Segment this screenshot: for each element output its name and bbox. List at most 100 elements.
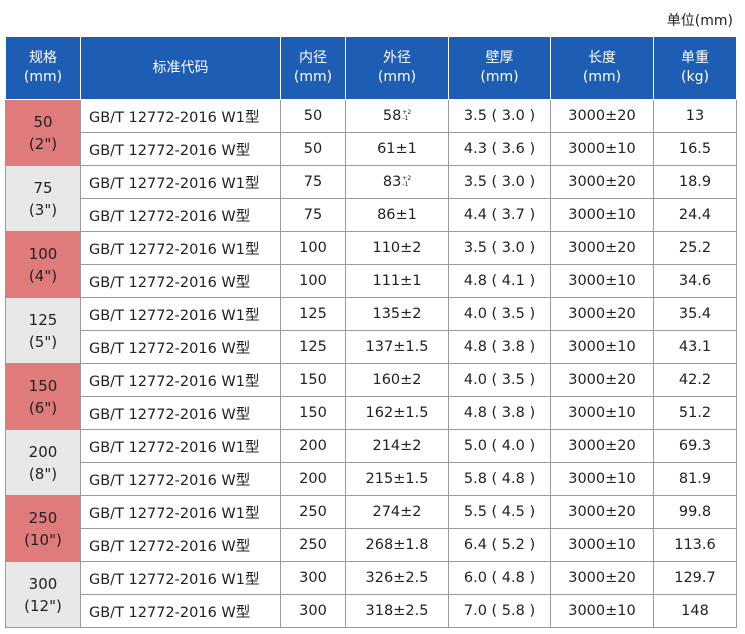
inner-diameter: 100 (280, 264, 346, 298)
standard-code: GB/T 12772-2016 W1型 (80, 363, 281, 397)
table-row: GB/T 12772-2016 W型 200 215±1.5 5.8 ( 4.8 ) 3… (6, 462, 737, 496)
length: 3000±20 (550, 561, 654, 595)
table-row: GB/T 12772-2016 W型 100 111±1 4.8 ( 4.1 ) 300… (6, 264, 737, 298)
header-text: (mm) (377, 69, 417, 85)
header-text: (mm) (582, 69, 622, 85)
outer-diameter: 83 +2 -1 (345, 165, 449, 199)
header-row: 规格 (mm) 标准代码 内径 (mm) 外径 (mm) 壁厚 (mm) 长度 (mm) 单重 (kg) (5, 36, 737, 100)
header-cell: 外径 (mm) (345, 36, 449, 100)
unit-weight: 34.6 (653, 264, 737, 298)
standard-code: GB/T 12772-2016 W1型 (80, 429, 281, 463)
length: 3000±20 (550, 363, 654, 397)
wall-thickness: 4.0 ( 3.5 ) (448, 297, 551, 331)
wall-thickness: 4.3 ( 3.6 ) (448, 132, 551, 166)
spec-table: 规格 (mm) 标准代码 内径 (mm) 外径 (mm) 壁厚 (mm) 长度 (mm) 单重 (kg)… (5, 36, 737, 628)
outer-diameter: 160±2 (345, 363, 449, 397)
length: 3000±20 (550, 297, 654, 331)
wall-thickness: 6.4 ( 5.2 ) (448, 528, 551, 562)
standard-code: GB/T 12772-2016 W型 (80, 528, 281, 562)
spec-inch: (8") (28, 464, 58, 483)
length: 3000±20 (550, 231, 654, 265)
tolerance-lower: -1 (402, 181, 409, 188)
inner-diameter: 125 (280, 330, 346, 364)
standard-code: GB/T 12772-2016 W1型 (80, 297, 281, 331)
inner-diameter: 150 (280, 363, 346, 397)
header-text: 外径 (383, 50, 411, 66)
spec-inch: (2") (28, 134, 58, 153)
spec-size: 300 (28, 574, 58, 593)
table-row: GB/T 12772-2016 W型 150 162±1.5 4.8 ( 3.8 ) 3… (6, 396, 737, 430)
unit-weight: 35.4 (653, 297, 737, 331)
wall-thickness: 4.8 ( 4.1 ) (448, 264, 551, 298)
table-row: GB/T 12772-2016 W型 300 318±2.5 7.0 ( 5.8 ) 3… (6, 594, 737, 628)
outer-diameter: 137±1.5 (345, 330, 449, 364)
header-text: (mm) (23, 69, 63, 85)
standard-code: GB/T 12772-2016 W1型 (80, 495, 281, 529)
inner-diameter: 125 (280, 297, 346, 331)
standard-code: GB/T 12772-2016 W型 (80, 330, 281, 364)
inner-diameter: 50 (280, 132, 346, 166)
spec-inch: (3") (28, 200, 58, 219)
wall-thickness: 6.0 ( 4.8 ) (448, 561, 551, 595)
outer-diameter: 214±2 (345, 429, 449, 463)
unit-weight: 113.6 (653, 528, 737, 562)
length: 3000±10 (550, 198, 654, 232)
spec-inch: (10") (24, 530, 62, 549)
spec-size: 250 (28, 508, 58, 527)
unit-weight: 69.3 (653, 429, 737, 463)
inner-diameter: 150 (280, 396, 346, 430)
value: 58 (382, 108, 402, 124)
outer-diameter: 110±2 (345, 231, 449, 265)
unit-note: 单位(mm) (666, 13, 733, 29)
spec-cell: 300 (12") (5, 561, 81, 628)
spec-size: 125 (28, 310, 58, 329)
table-row: 150 (6") GB/T 12772-2016 W1型 150 160±2 4.0 ( … (5, 363, 737, 430)
header-text: 标准代码 (152, 59, 209, 76)
table-row: 300 (12") GB/T 12772-2016 W1型 300 326±2.5 6.0… (5, 561, 737, 628)
unit-weight: 148 (653, 594, 737, 628)
standard-code: GB/T 12772-2016 W1型 (80, 231, 281, 265)
inner-diameter: 50 (280, 99, 346, 133)
table-row: 200 (8") GB/T 12772-2016 W1型 200 214±2 5.0 ( … (5, 429, 737, 496)
table-row: 75 (3") GB/T 12772-2016 W1型 75 83 +2 -1 3.5 ( 3… (5, 165, 737, 232)
inner-diameter: 75 (280, 198, 346, 232)
inner-diameter: 250 (280, 528, 346, 562)
spec-size: 150 (28, 376, 58, 395)
spec-cell: 100 (4") (5, 231, 81, 298)
spec-inch: (4") (28, 266, 58, 285)
length: 3000±20 (550, 495, 654, 529)
wall-thickness: 5.5 ( 4.5 ) (448, 495, 551, 529)
spec-cell: 50 (2") (5, 99, 81, 166)
unit-weight: 51.2 (653, 396, 737, 430)
unit-weight: 13 (653, 99, 737, 133)
unit-weight: 16.5 (653, 132, 737, 166)
spec-size: 200 (28, 442, 58, 461)
spec-inch: (5") (28, 332, 58, 351)
value: 83 (382, 174, 402, 190)
inner-diameter: 100 (280, 231, 346, 265)
length: 3000±10 (550, 132, 654, 166)
outer-diameter: 135±2 (345, 297, 449, 331)
table-row: GB/T 12772-2016 W型 75 86±1 4.4 ( 3.7 ) 3000±… (6, 198, 737, 232)
outer-diameter: 215±1.5 (345, 462, 449, 496)
unit-weight: 43.1 (653, 330, 737, 364)
tolerance-upper: +2 (402, 175, 412, 182)
wall-thickness: 3.5 ( 3.0 ) (448, 231, 551, 265)
unit-weight: 25.2 (653, 231, 737, 265)
length: 3000±10 (550, 528, 654, 562)
unit-weight: 42.2 (653, 363, 737, 397)
spec-cell: 125 (5") (5, 297, 81, 364)
header-text: 单重 (681, 50, 709, 66)
outer-diameter: 326±2.5 (345, 561, 449, 595)
spec-inch: (12") (24, 596, 62, 615)
wall-thickness: 4.8 ( 3.8 ) (448, 396, 551, 430)
table-row: 100 (4") GB/T 12772-2016 W1型 100 110±2 3.5 ( … (5, 231, 737, 298)
header-text: (kg) (681, 69, 709, 85)
standard-code: GB/T 12772-2016 W型 (80, 132, 281, 166)
length: 3000±20 (550, 165, 654, 199)
tolerance: +2 -1 (402, 176, 411, 188)
tolerance-lower: -1 (402, 115, 409, 122)
header-text: 内径 (299, 50, 327, 66)
length: 3000±10 (550, 330, 654, 364)
unit-weight: 18.9 (653, 165, 737, 199)
